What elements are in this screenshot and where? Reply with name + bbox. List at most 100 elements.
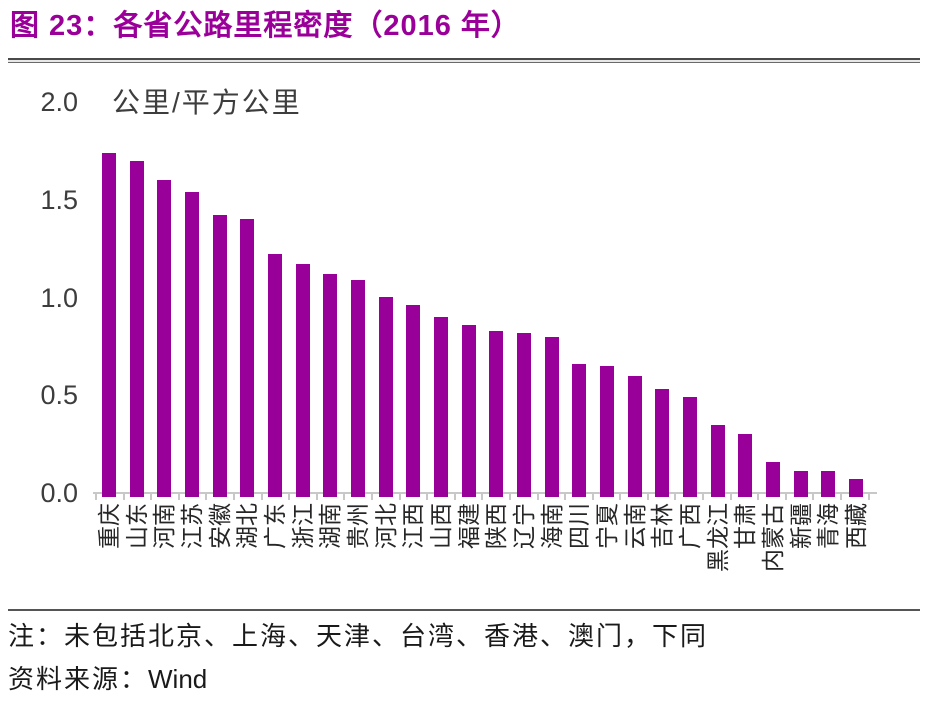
bar-广东 [267, 254, 282, 497]
x-axis-label: 湖北 [234, 503, 261, 549]
x-axis-labels: 重庆 山东 河南 江苏 安徽 湖北 广东 浙江 湖南 贵州 河北 江西 山西 福建 陕西 辽宁 海南 四川 宁夏 云南… [95, 503, 870, 603]
x-axis-label: 安徽 [206, 503, 233, 549]
bar-slot [455, 102, 483, 497]
bar-黑龙江 [710, 425, 725, 497]
x-axis-label: 甘肃 [732, 503, 759, 549]
axis-tick [757, 494, 760, 500]
x-axis-label: 山西 [427, 503, 454, 549]
bar-slot [648, 102, 676, 497]
bar-slot [676, 102, 704, 497]
bar-slot [621, 102, 649, 497]
bar-新疆 [793, 471, 808, 497]
bar-slot [427, 102, 455, 497]
x-label-slot: 辽宁 [510, 503, 538, 603]
x-label-slot: 海南 [538, 503, 566, 603]
axis-tick [508, 494, 511, 500]
bar-云南 [627, 376, 642, 497]
x-axis-label: 西藏 [842, 503, 869, 549]
bar-陕西 [489, 331, 504, 497]
x-axis-label: 广东 [261, 503, 288, 549]
bar-slot [510, 102, 538, 497]
x-label-slot: 黑龙江 [704, 503, 732, 603]
bar-slot [206, 102, 234, 497]
bar-重庆 [101, 153, 116, 497]
x-label-slot: 山西 [427, 503, 455, 603]
chart-bottom-divider [8, 609, 920, 611]
y-axis-tick-label: 2.0 [40, 87, 78, 117]
x-axis-label: 浙江 [289, 503, 316, 549]
bar-贵州 [350, 280, 365, 497]
x-label-slot: 湖北 [233, 503, 261, 603]
y-axis-tick-label: 0.5 [40, 380, 78, 411]
x-label-slot: 山东 [123, 503, 151, 603]
x-axis-label: 河南 [151, 503, 178, 549]
bar-甘肃 [738, 434, 753, 497]
bar-slot [759, 102, 787, 497]
x-label-slot: 安徽 [206, 503, 234, 603]
axis-tick [674, 494, 677, 500]
bar-福建 [461, 325, 476, 497]
bar-slot [482, 102, 510, 497]
bar-slot [538, 102, 566, 497]
x-label-slot: 江西 [399, 503, 427, 603]
source-line: 资料来源：Wind [8, 663, 920, 696]
bar-slot [372, 102, 400, 497]
bar-安徽 [212, 215, 227, 497]
x-label-slot: 湖南 [316, 503, 344, 603]
bar-slot [593, 102, 621, 497]
bar-江苏 [184, 192, 199, 497]
bar-slot [704, 102, 732, 497]
axis-tick [784, 494, 787, 500]
x-label-slot: 广东 [261, 503, 289, 603]
axis-tick [481, 494, 484, 500]
x-label-slot: 新疆 [787, 503, 815, 603]
bar-slot [565, 102, 593, 497]
x-axis-label: 新疆 [787, 503, 814, 549]
source-value: Wind [148, 664, 208, 694]
x-axis-label: 山东 [123, 503, 150, 549]
bar-slot [842, 102, 870, 497]
bar-slot [123, 102, 151, 497]
x-label-slot: 宁夏 [593, 503, 621, 603]
bar-吉林 [655, 389, 670, 497]
axis-tick [315, 494, 318, 500]
x-axis-line [93, 492, 877, 494]
x-axis-label: 黑龙江 [704, 503, 731, 572]
axis-tick [205, 494, 208, 500]
x-label-slot: 甘肃 [731, 503, 759, 603]
x-label-slot: 浙江 [289, 503, 317, 603]
axis-tick [343, 494, 346, 500]
axis-tick [260, 494, 263, 500]
x-axis-label: 青海 [815, 503, 842, 549]
x-label-slot: 江苏 [178, 503, 206, 603]
x-axis-label: 湖南 [317, 503, 344, 549]
bar-chart: 公里/平方公里 2.0 1.5 1.0 0.5 0.0 重庆 山东 河南 江苏 安徽 湖北 广东 浙江… [0, 63, 928, 609]
x-label-slot: 河南 [150, 503, 178, 603]
bar-slot [178, 102, 206, 497]
axis-tick [867, 494, 870, 500]
x-axis-label: 云南 [621, 503, 648, 549]
bar-slot [731, 102, 759, 497]
x-axis-label: 江西 [400, 503, 427, 549]
x-label-slot: 内蒙古 [759, 503, 787, 603]
x-axis-label: 吉林 [649, 503, 676, 549]
axis-tick [619, 494, 622, 500]
bar-河南 [157, 180, 172, 497]
bar-slot [95, 102, 123, 497]
bar-slot [150, 102, 178, 497]
bar-辽宁 [516, 333, 531, 497]
y-axis-tick-label: 0.0 [40, 478, 78, 508]
x-label-slot: 广西 [676, 503, 704, 603]
x-axis-label: 广西 [676, 503, 703, 549]
axis-tick [398, 494, 401, 500]
bar-内蒙古 [765, 462, 780, 497]
axis-tick [177, 494, 180, 500]
x-axis-label: 四川 [566, 503, 593, 549]
bar-浙江 [295, 264, 310, 497]
axis-tick [426, 494, 429, 500]
axis-tick [288, 494, 291, 500]
x-label-slot: 西藏 [842, 503, 870, 603]
source-label: 资料来源： [8, 665, 149, 694]
bar-湖南 [323, 274, 338, 497]
